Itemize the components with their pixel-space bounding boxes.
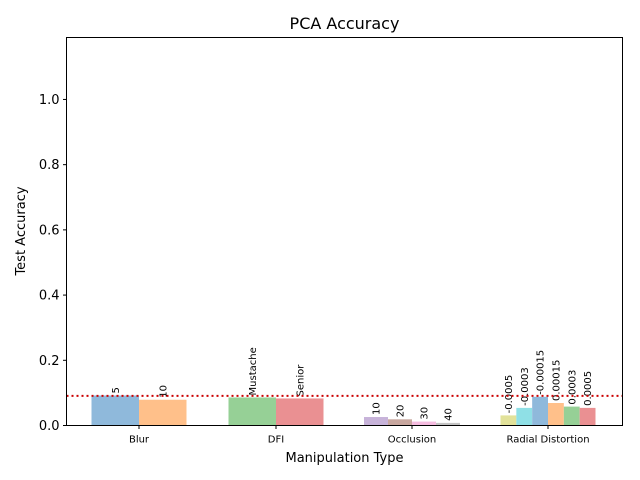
- x-axis: Blur DFI Occlusion Radial Distortion: [129, 425, 590, 446]
- bar-value-label: 30: [420, 407, 431, 420]
- plot-frame: [66, 37, 623, 426]
- y-tick-label: 0.8: [39, 158, 60, 173]
- bar-3-5: [579, 407, 596, 426]
- y-tick-label: 1.0: [39, 93, 60, 108]
- x-tick-label: Blur: [129, 435, 150, 446]
- bar-value-label: 10: [372, 402, 383, 415]
- bar-value-label: 40: [444, 408, 455, 421]
- bar-value-label: -0.0003: [520, 367, 531, 406]
- bar-3-1: [516, 407, 533, 426]
- x-tick-label: DFI: [268, 435, 284, 446]
- bar-0-1: [139, 399, 187, 426]
- y-axis-label: Test Accuracy: [14, 186, 29, 276]
- bar-value-label: 0.0005: [583, 371, 594, 406]
- bar-3-3: [548, 403, 564, 426]
- chart-title: PCA Accuracy: [290, 14, 400, 33]
- bar-3-0: [500, 415, 517, 426]
- bar-value-label: 20: [396, 405, 407, 418]
- bar-3-4: [563, 406, 580, 426]
- x-tick-label: Radial Distortion: [506, 435, 589, 446]
- y-tick-label: 0.0: [39, 419, 60, 434]
- bar-3-2: [532, 396, 548, 426]
- bar-value-label: -0.0005: [504, 375, 515, 414]
- bar-value-label: 10: [158, 385, 169, 398]
- x-tick-label: Occlusion: [388, 435, 436, 446]
- y-axis: 0.0 0.2 0.4 0.6 0.8 1.0: [39, 93, 67, 434]
- bars-layer: [91, 395, 596, 426]
- bar-2-0: [364, 417, 388, 426]
- y-tick-label: 0.4: [39, 289, 60, 304]
- bar-2-3: [436, 422, 460, 426]
- bar-value-label: 0.00015: [551, 360, 562, 401]
- bar-1-0: [228, 397, 276, 426]
- bar-value-label: Mustache: [248, 347, 259, 395]
- bar-value-label: 0.0003: [567, 370, 578, 405]
- bar-value-label: Senior: [295, 364, 306, 397]
- bar-2-2: [412, 421, 436, 426]
- bar-value-label: -0.00015: [536, 350, 547, 395]
- bar-0-0: [91, 395, 139, 426]
- bar-1-1: [276, 398, 324, 426]
- x-axis-label: Manipulation Type: [286, 451, 404, 466]
- bar-labels-layer: 5 10 Mustache Senior 10 20 30 40 -0.0005 -0.0003-…: [111, 347, 594, 421]
- bar-2-1: [388, 419, 412, 426]
- y-tick-label: 0.2: [39, 354, 60, 369]
- bar-value-label: 5: [111, 387, 122, 393]
- y-tick-label: 0.6: [39, 223, 60, 238]
